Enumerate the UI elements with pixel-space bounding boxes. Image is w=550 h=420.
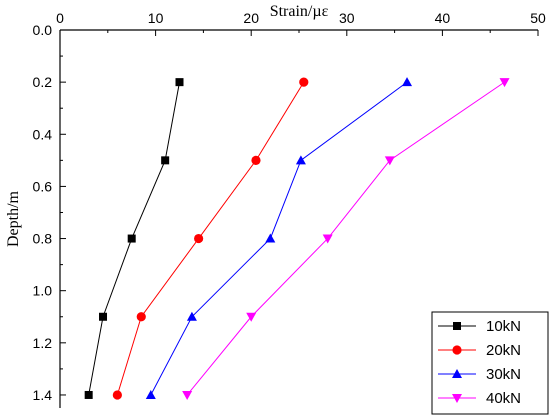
legend-item: 10kN	[438, 318, 521, 335]
legend-item: 30kN	[438, 366, 521, 383]
data-point	[175, 78, 184, 87]
x-tick-label: 30	[339, 10, 355, 26]
data-point	[499, 78, 510, 88]
legend-label: 10kN	[486, 318, 521, 335]
series-10kN	[84, 78, 184, 399]
x-tick-label: 50	[530, 10, 546, 26]
data-point	[265, 233, 276, 243]
legend-label: 30kN	[486, 366, 521, 383]
legend-box	[431, 311, 549, 415]
y-tick-label: 1.4	[33, 387, 53, 403]
data-point	[145, 389, 156, 399]
x-tick-label: 0	[56, 10, 64, 26]
y-tick-label: 0.4	[33, 126, 53, 142]
legend-label: 20kN	[486, 342, 521, 359]
x-tick-label: 10	[148, 10, 164, 26]
data-point	[299, 77, 309, 87]
series-40kN	[182, 78, 510, 400]
data-point	[84, 390, 93, 399]
y-tick-label: 0.2	[33, 74, 53, 90]
data-point	[402, 77, 413, 87]
data-point	[99, 312, 108, 321]
y-axis-title: Depth/m	[5, 190, 22, 247]
series-layer	[84, 77, 510, 400]
legend-item: 20kN	[438, 342, 521, 359]
y-tick-label: 1.0	[33, 283, 53, 299]
y-tick-label: 0.8	[33, 231, 53, 247]
data-point	[194, 233, 204, 244]
data-point	[295, 155, 306, 165]
legend-marker	[452, 369, 462, 378]
x-tick-label: 20	[243, 10, 259, 26]
y-tick-label: 0.6	[33, 178, 53, 194]
legend-label: 40kN	[486, 390, 521, 407]
legend-marker	[452, 394, 462, 403]
series-line	[150, 81, 408, 396]
series-20kN	[112, 77, 309, 400]
legend: 10kN 20kN 30kN 40kN	[431, 311, 549, 415]
x-axis-title: Strain/µε	[270, 3, 329, 20]
axes-layer: 0 10 20 30 40 50 0.0 0.2 0.4 0.6 0.8 1.0 1.2 1.4	[33, 10, 546, 408]
legend-item: 40kN	[438, 390, 521, 407]
data-point	[384, 156, 395, 166]
y-tick-label: 1.2	[33, 335, 53, 351]
data-point	[322, 234, 333, 244]
series-line	[116, 81, 305, 396]
data-point	[136, 312, 146, 322]
data-point	[246, 312, 257, 322]
data-point	[186, 311, 197, 321]
series-30kN	[145, 77, 413, 399]
data-point	[251, 155, 261, 165]
legend-marker	[452, 345, 462, 355]
data-point	[182, 390, 193, 400]
data-point	[112, 390, 122, 400]
legend-marker	[453, 322, 461, 330]
y-tick-label: 0.0	[33, 22, 53, 38]
data-point	[127, 234, 136, 243]
x-tick-label: 40	[435, 10, 451, 26]
data-point	[161, 156, 170, 165]
